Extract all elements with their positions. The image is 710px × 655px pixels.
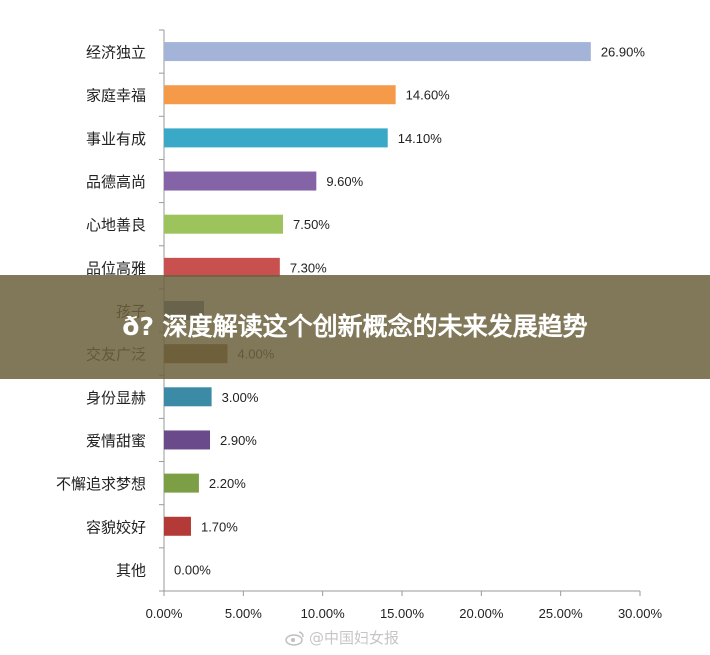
data-label: 26.90%	[601, 45, 646, 60]
data-label: 7.30%	[290, 260, 327, 275]
bar	[164, 257, 280, 277]
data-label: 7.50%	[293, 217, 330, 232]
x-tick-label: 5.00%	[225, 606, 262, 621]
watermark-text: @中国妇女报	[309, 629, 400, 647]
watermark: @中国妇女报	[285, 627, 399, 648]
bar	[164, 42, 591, 62]
bar	[164, 85, 396, 105]
bar	[164, 214, 283, 234]
category-label: 品位高雅	[86, 259, 146, 277]
data-label: 0.00%	[174, 562, 211, 577]
category-label: 其他	[116, 561, 146, 579]
category-label: 心地善良	[86, 216, 146, 234]
category-label: 家庭幸福	[86, 87, 146, 105]
data-label: 9.60%	[326, 174, 363, 189]
category-label: 爱情甜蜜	[86, 432, 146, 450]
title-banner: ð? 深度解读这个创新概念的未来发展趋势	[0, 275, 710, 379]
x-tick-label: 15.00%	[380, 606, 425, 621]
weibo-icon	[285, 630, 305, 646]
x-tick-label: 30.00%	[618, 606, 663, 621]
category-label: 身份显赫	[86, 389, 146, 407]
x-tick-label: 10.00%	[301, 606, 346, 621]
bar	[164, 516, 191, 536]
category-label: 容貌姣好	[86, 518, 146, 536]
bar	[164, 171, 317, 191]
category-label: 不懈追求梦想	[56, 475, 146, 493]
bar	[164, 430, 211, 450]
x-tick-label: 25.00%	[539, 606, 584, 621]
category-label: 品德高尚	[86, 173, 146, 191]
data-label: 2.20%	[209, 476, 246, 491]
bar	[164, 128, 388, 148]
category-label: 经济独立	[86, 44, 146, 62]
category-label: 事业有成	[86, 130, 146, 148]
banner-title: ð? 深度解读这个创新概念的未来发展趋势	[122, 312, 588, 341]
data-label: 14.60%	[406, 88, 451, 103]
bar	[164, 387, 212, 407]
x-tick-label: 20.00%	[459, 606, 504, 621]
data-label: 1.70%	[201, 519, 238, 534]
x-tick-label: 0.00%	[146, 606, 183, 621]
data-label: 3.00%	[222, 390, 259, 405]
data-label: 2.90%	[220, 433, 257, 448]
data-label: 14.10%	[398, 131, 443, 146]
bar	[164, 473, 199, 493]
